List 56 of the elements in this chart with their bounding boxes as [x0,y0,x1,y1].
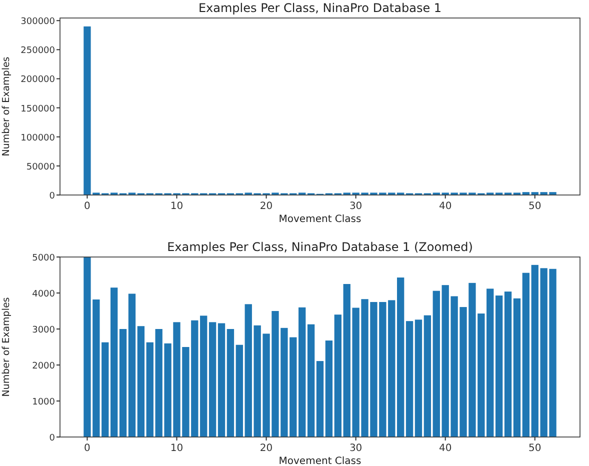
bar [218,323,226,437]
x-tick-label: 0 [84,443,90,454]
bar [226,329,234,437]
y-tick-label: 2000 [32,362,56,372]
bar [128,294,136,437]
chart-title: Examples Per Class, NinaPro Database 1 (Zoomed) [167,240,473,254]
x-axis-title: Movement Class [278,456,362,466]
x-tick-label: 0 [84,201,90,212]
bar [522,272,530,437]
y-tick-label: 100000 [20,133,56,144]
y-tick-label: 1000 [32,398,56,408]
bar [432,290,440,437]
x-tick-label: 30 [349,443,362,454]
bar [334,314,342,437]
y-axis-title: Number of Examples [1,56,12,156]
bar [325,340,333,437]
x-tick-label: 10 [170,201,184,212]
y-tick-label: 5000 [32,254,56,264]
bar [495,296,503,437]
x-tick-label: 10 [170,443,184,454]
bar [406,321,414,437]
bar [200,316,208,437]
y-tick-label: 250000 [20,46,56,56]
bar [414,320,422,437]
y-tick-label: 3000 [32,326,56,336]
x-tick-label: 20 [260,443,273,454]
bar [316,361,324,437]
bar [236,344,244,437]
bar [110,288,118,437]
y-tick-label: 200000 [20,75,56,86]
y-tick-label: 0 [49,192,56,202]
chart-title: Examples Per Class, NinaPro Database 1 [198,1,442,15]
y-axis-title: Number of Examples [1,297,12,397]
bar [504,292,512,437]
x-tick-label: 30 [349,201,362,212]
y-tick-label: 50000 [26,162,56,172]
x-axis-title: Movement Class [278,214,362,225]
bar [486,288,494,437]
bar [513,298,521,437]
y-tick-label: 0 [49,434,56,444]
bar [146,342,154,437]
bar [307,324,315,437]
x-tick-label: 50 [528,443,542,454]
bar [137,326,145,437]
bar [396,278,404,437]
bar [208,322,216,437]
x-tick-label: 40 [438,443,452,454]
bar [424,315,432,437]
x-tick-label: 50 [528,201,542,212]
x-tick-label: 20 [260,201,273,212]
bar [119,329,127,437]
y-tick-label: 4000 [32,290,56,300]
y-tick-label: 300000 [20,17,56,28]
y-tick-label: 150000 [20,104,56,114]
bar [298,307,306,437]
x-tick-label: 40 [438,201,452,212]
